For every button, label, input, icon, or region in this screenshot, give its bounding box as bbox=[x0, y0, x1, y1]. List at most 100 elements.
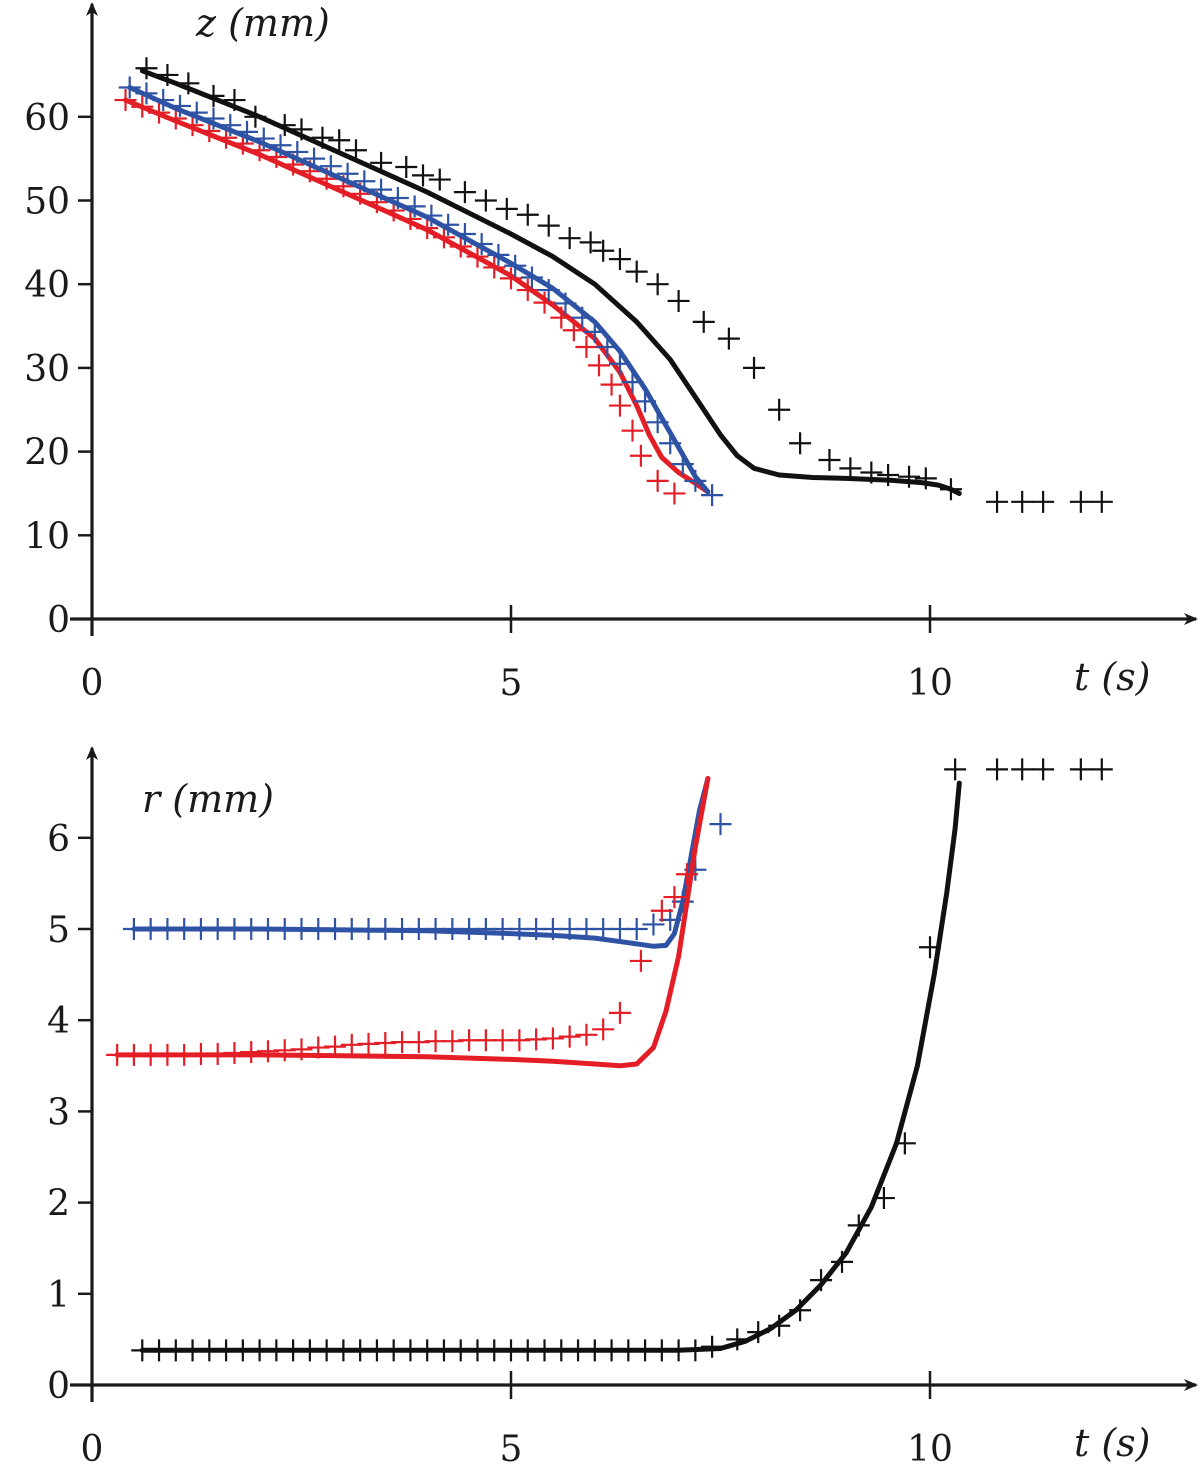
data-point-z-blue bbox=[185, 101, 208, 124]
data-point-z-black bbox=[592, 239, 615, 262]
data-point-z-blue bbox=[621, 371, 644, 394]
data-point-z-black bbox=[370, 151, 393, 174]
data-point-z-blue bbox=[420, 204, 443, 227]
data-point-z-blue bbox=[403, 195, 426, 218]
y-tick-label-z-30: 30 bbox=[24, 349, 70, 390]
data-point-r-black bbox=[919, 936, 941, 959]
data-point-r-red bbox=[575, 1023, 598, 1046]
data-point-z-blue bbox=[336, 162, 359, 185]
curve-z-black bbox=[139, 68, 962, 496]
data-point-z-black bbox=[412, 164, 435, 187]
data-point-z-black bbox=[625, 260, 648, 283]
markers-r-black bbox=[131, 758, 1113, 1362]
data-point-r-black bbox=[1069, 758, 1092, 781]
data-point-z-blue bbox=[219, 114, 242, 137]
data-point-z-red bbox=[587, 354, 610, 377]
data-point-r-red bbox=[558, 1025, 581, 1048]
data-point-z-black bbox=[1069, 490, 1092, 513]
data-point-z-blue bbox=[453, 222, 476, 245]
y-tick-label-r-5: 5 bbox=[47, 910, 70, 951]
x-tick-label-r-0: 0 bbox=[81, 1429, 104, 1468]
data-point-z-blue bbox=[303, 147, 326, 170]
data-point-z-black bbox=[743, 356, 766, 379]
y-tick-label-r-3: 3 bbox=[47, 1092, 70, 1133]
data-point-z-blue bbox=[537, 279, 560, 302]
data-point-z-black bbox=[428, 168, 451, 191]
data-point-z-red bbox=[533, 291, 556, 314]
y-tick-label-z-60: 60 bbox=[24, 98, 70, 139]
data-point-z-red bbox=[181, 114, 204, 137]
data-point-r-blue bbox=[642, 913, 665, 936]
data-point-z-red bbox=[164, 107, 187, 130]
data-point-z-blue bbox=[252, 127, 275, 150]
data-point-z-blue bbox=[370, 178, 393, 201]
data-point-z-black bbox=[646, 273, 669, 296]
data-point-z-black bbox=[717, 327, 740, 350]
data-point-z-blue bbox=[470, 233, 493, 256]
data-point-z-black bbox=[344, 139, 367, 162]
data-point-z-red bbox=[646, 469, 669, 492]
data-point-z-black bbox=[898, 465, 921, 488]
data-point-z-blue bbox=[353, 170, 376, 193]
data-point-z-blue bbox=[504, 254, 527, 277]
data-point-z-black bbox=[516, 203, 539, 226]
y-tick-label-r-2: 2 bbox=[47, 1184, 70, 1225]
data-point-z-blue bbox=[583, 320, 606, 343]
data-point-z-blue bbox=[701, 484, 724, 507]
data-point-z-blue bbox=[437, 213, 460, 236]
y-tick-label-r-1: 1 bbox=[47, 1275, 70, 1316]
data-point-z-blue bbox=[286, 140, 309, 163]
data-point-z-black bbox=[789, 432, 812, 455]
data-point-r-blue bbox=[625, 918, 648, 940]
data-point-z-blue bbox=[487, 243, 510, 266]
data-point-z-red bbox=[516, 279, 539, 302]
data-point-z-blue bbox=[554, 292, 577, 315]
curve-r-red bbox=[114, 776, 711, 1069]
data-point-r-black bbox=[986, 758, 1009, 781]
x-tick-label-z-10: 10 bbox=[907, 663, 953, 704]
x-tick-label-r-5: 5 bbox=[500, 1429, 523, 1468]
data-point-z-red bbox=[600, 373, 623, 396]
y-axis-title-z: z (mm) bbox=[195, 1, 330, 45]
data-point-r-black bbox=[726, 1328, 749, 1351]
y-tick-label-z-40: 40 bbox=[24, 265, 70, 306]
ticks-z: 0 5 10 0 10 20 30 40 50 60 bbox=[24, 98, 953, 704]
data-point-z-black bbox=[223, 89, 246, 112]
data-point-z-red bbox=[148, 101, 171, 124]
data-point-r-red bbox=[592, 1018, 615, 1041]
data-point-z-blue bbox=[634, 390, 657, 413]
data-point-z-red bbox=[432, 226, 455, 249]
series-z bbox=[114, 57, 1113, 513]
data-point-z-black bbox=[579, 231, 602, 254]
data-point-z-black bbox=[177, 72, 200, 95]
data-point-r-black bbox=[789, 1299, 812, 1322]
data-point-r-blue bbox=[709, 813, 732, 836]
data-point-z-blue bbox=[135, 82, 158, 105]
data-point-r-black bbox=[831, 1250, 854, 1273]
series-r bbox=[106, 758, 1113, 1362]
data-point-z-red bbox=[466, 245, 489, 268]
data-point-r-black bbox=[1090, 758, 1113, 781]
data-point-z-black bbox=[395, 156, 418, 179]
data-point-z-blue bbox=[118, 76, 141, 99]
data-point-z-black bbox=[877, 464, 900, 487]
data-point-z-blue bbox=[520, 266, 543, 289]
data-point-r-black bbox=[747, 1321, 770, 1344]
data-point-z-red bbox=[629, 444, 652, 467]
data-point-z-black bbox=[202, 84, 225, 107]
data-point-r-red bbox=[675, 863, 698, 886]
x-axis-title-z: t (s) bbox=[1074, 655, 1151, 699]
data-point-z-blue bbox=[646, 411, 669, 434]
data-point-z-black bbox=[290, 118, 313, 141]
data-point-z-red bbox=[449, 235, 472, 258]
data-point-z-blue bbox=[269, 134, 292, 157]
data-point-z-red bbox=[550, 306, 573, 329]
curve-r-black bbox=[139, 780, 962, 1353]
data-point-z-blue bbox=[571, 306, 594, 329]
data-point-z-black bbox=[914, 467, 937, 490]
curve-z-blue bbox=[127, 85, 711, 495]
data-point-z-blue bbox=[386, 186, 409, 209]
data-point-r-red bbox=[608, 1001, 631, 1024]
data-point-z-blue bbox=[671, 453, 694, 476]
